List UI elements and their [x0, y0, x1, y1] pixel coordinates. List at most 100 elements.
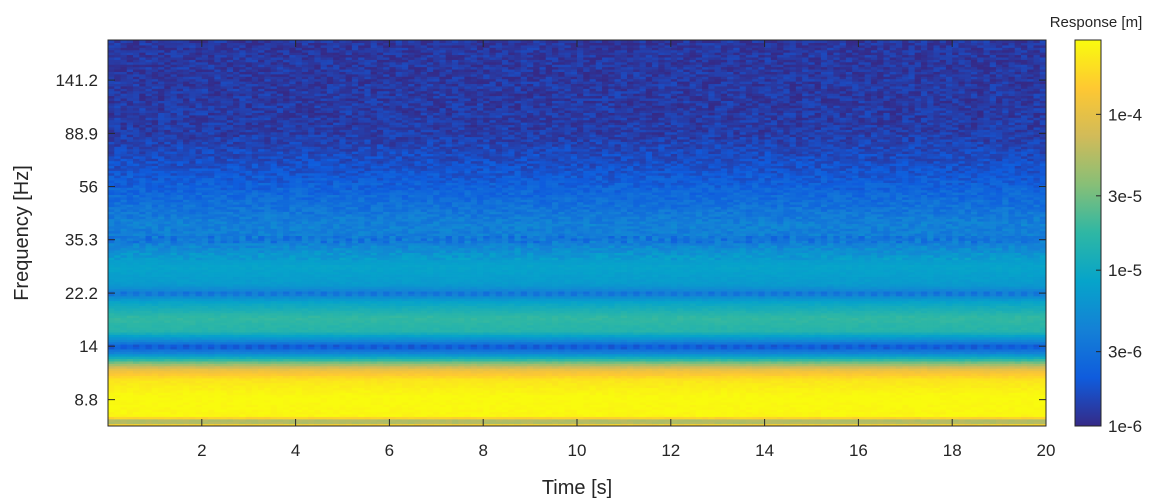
heatmap-cell — [251, 413, 259, 417]
heatmap-cell — [514, 392, 522, 396]
heatmap-cell — [664, 368, 672, 372]
heatmap-cell — [170, 384, 178, 388]
heatmap-cell — [602, 416, 609, 420]
heatmap-cell — [852, 416, 859, 420]
heatmap-cell — [539, 423, 547, 426]
heatmap-cell — [495, 392, 503, 396]
heatmap-cell — [583, 418, 591, 422]
heatmap-cell — [720, 375, 728, 379]
heatmap-cell — [758, 421, 766, 425]
heatmap-cell — [351, 375, 359, 379]
heatmap-cell — [539, 421, 547, 425]
heatmap-cell — [408, 423, 416, 426]
heatmap-cell — [1020, 387, 1028, 391]
heatmap-cell — [283, 384, 290, 388]
heatmap-cell — [827, 392, 834, 396]
heatmap-cell — [314, 404, 322, 408]
heatmap-cell — [114, 365, 122, 369]
heatmap-cell — [927, 409, 935, 413]
heatmap-cell — [483, 394, 491, 398]
heatmap-cell — [258, 411, 265, 415]
heatmap-cell — [783, 401, 791, 405]
heatmap-cell — [233, 411, 240, 415]
heatmap-cell — [702, 368, 709, 372]
heatmap-cell — [908, 411, 916, 415]
heatmap-cell — [783, 377, 791, 381]
heatmap-cell — [145, 399, 153, 403]
heatmap-cell — [670, 413, 678, 417]
heatmap-cell — [708, 370, 716, 374]
heatmap-cell — [120, 423, 128, 426]
heatmap-cell — [251, 409, 259, 413]
heatmap-cell — [589, 372, 597, 376]
heatmap-cell — [870, 404, 878, 408]
heatmap-cell — [539, 365, 547, 369]
heatmap-cell — [939, 377, 947, 381]
heatmap-cell — [339, 372, 347, 376]
heatmap-cell — [558, 423, 566, 426]
heatmap-cell — [583, 377, 591, 381]
heatmap-cell — [870, 372, 878, 376]
heatmap-cell — [989, 421, 997, 425]
heatmap-cell — [351, 363, 359, 367]
heatmap-cell — [870, 387, 878, 391]
heatmap-cell — [126, 394, 134, 398]
heatmap-cell — [126, 384, 134, 388]
heatmap-cell — [320, 380, 328, 384]
heatmap-cell — [545, 377, 553, 381]
heatmap-cell — [708, 421, 716, 425]
heatmap-cell — [883, 389, 891, 393]
heatmap-cell — [201, 394, 209, 398]
heatmap-cell — [151, 384, 159, 388]
heatmap-cell — [808, 411, 816, 415]
heatmap-cell — [1014, 413, 1022, 417]
heatmap-cell — [414, 363, 422, 367]
heatmap-cell — [914, 375, 922, 379]
heatmap-cell — [120, 394, 128, 398]
heatmap-cell — [439, 375, 447, 379]
heatmap-cell — [476, 409, 484, 413]
heatmap-cell — [308, 397, 315, 401]
heatmap-cell — [620, 394, 628, 398]
heatmap-cell — [977, 399, 985, 403]
heatmap-cell — [258, 418, 265, 422]
heatmap-cell — [414, 380, 422, 384]
heatmap-cell — [920, 418, 928, 422]
heatmap-cell — [752, 397, 759, 401]
heatmap-cell — [652, 397, 659, 401]
heatmap-cell — [158, 406, 165, 410]
heatmap-cell — [752, 413, 759, 417]
heatmap-cell — [902, 421, 910, 425]
heatmap-cell — [920, 401, 928, 405]
heatmap-cell — [870, 380, 878, 384]
heatmap-cell — [758, 384, 766, 388]
heatmap-cell — [439, 363, 447, 367]
heatmap-cell — [108, 421, 115, 425]
heatmap-cell — [470, 380, 478, 384]
heatmap-cell — [376, 368, 384, 372]
heatmap-cell — [126, 404, 134, 408]
heatmap-cell — [764, 413, 772, 417]
heatmap-cell — [602, 418, 609, 422]
heatmap-cell — [176, 394, 184, 398]
heatmap-cell — [652, 372, 659, 376]
heatmap-cell — [639, 368, 647, 372]
heatmap-cell — [270, 363, 278, 367]
heatmap-cell — [589, 404, 597, 408]
heatmap-cell — [533, 389, 541, 393]
heatmap-cell — [670, 387, 678, 391]
heatmap-cell — [564, 416, 572, 420]
heatmap-cell — [308, 377, 315, 381]
heatmap-cell — [695, 377, 703, 381]
heatmap-cell — [133, 406, 140, 410]
heatmap-cell — [233, 372, 240, 376]
heatmap-cell — [308, 363, 315, 367]
heatmap-cell — [595, 401, 603, 405]
heatmap-cell — [933, 377, 941, 381]
heatmap-cell — [126, 375, 134, 379]
heatmap-cell — [983, 423, 991, 426]
heatmap-cell — [914, 372, 922, 376]
heatmap-cell — [358, 382, 365, 386]
heatmap-cell — [483, 368, 491, 372]
heatmap-cell — [958, 389, 966, 393]
